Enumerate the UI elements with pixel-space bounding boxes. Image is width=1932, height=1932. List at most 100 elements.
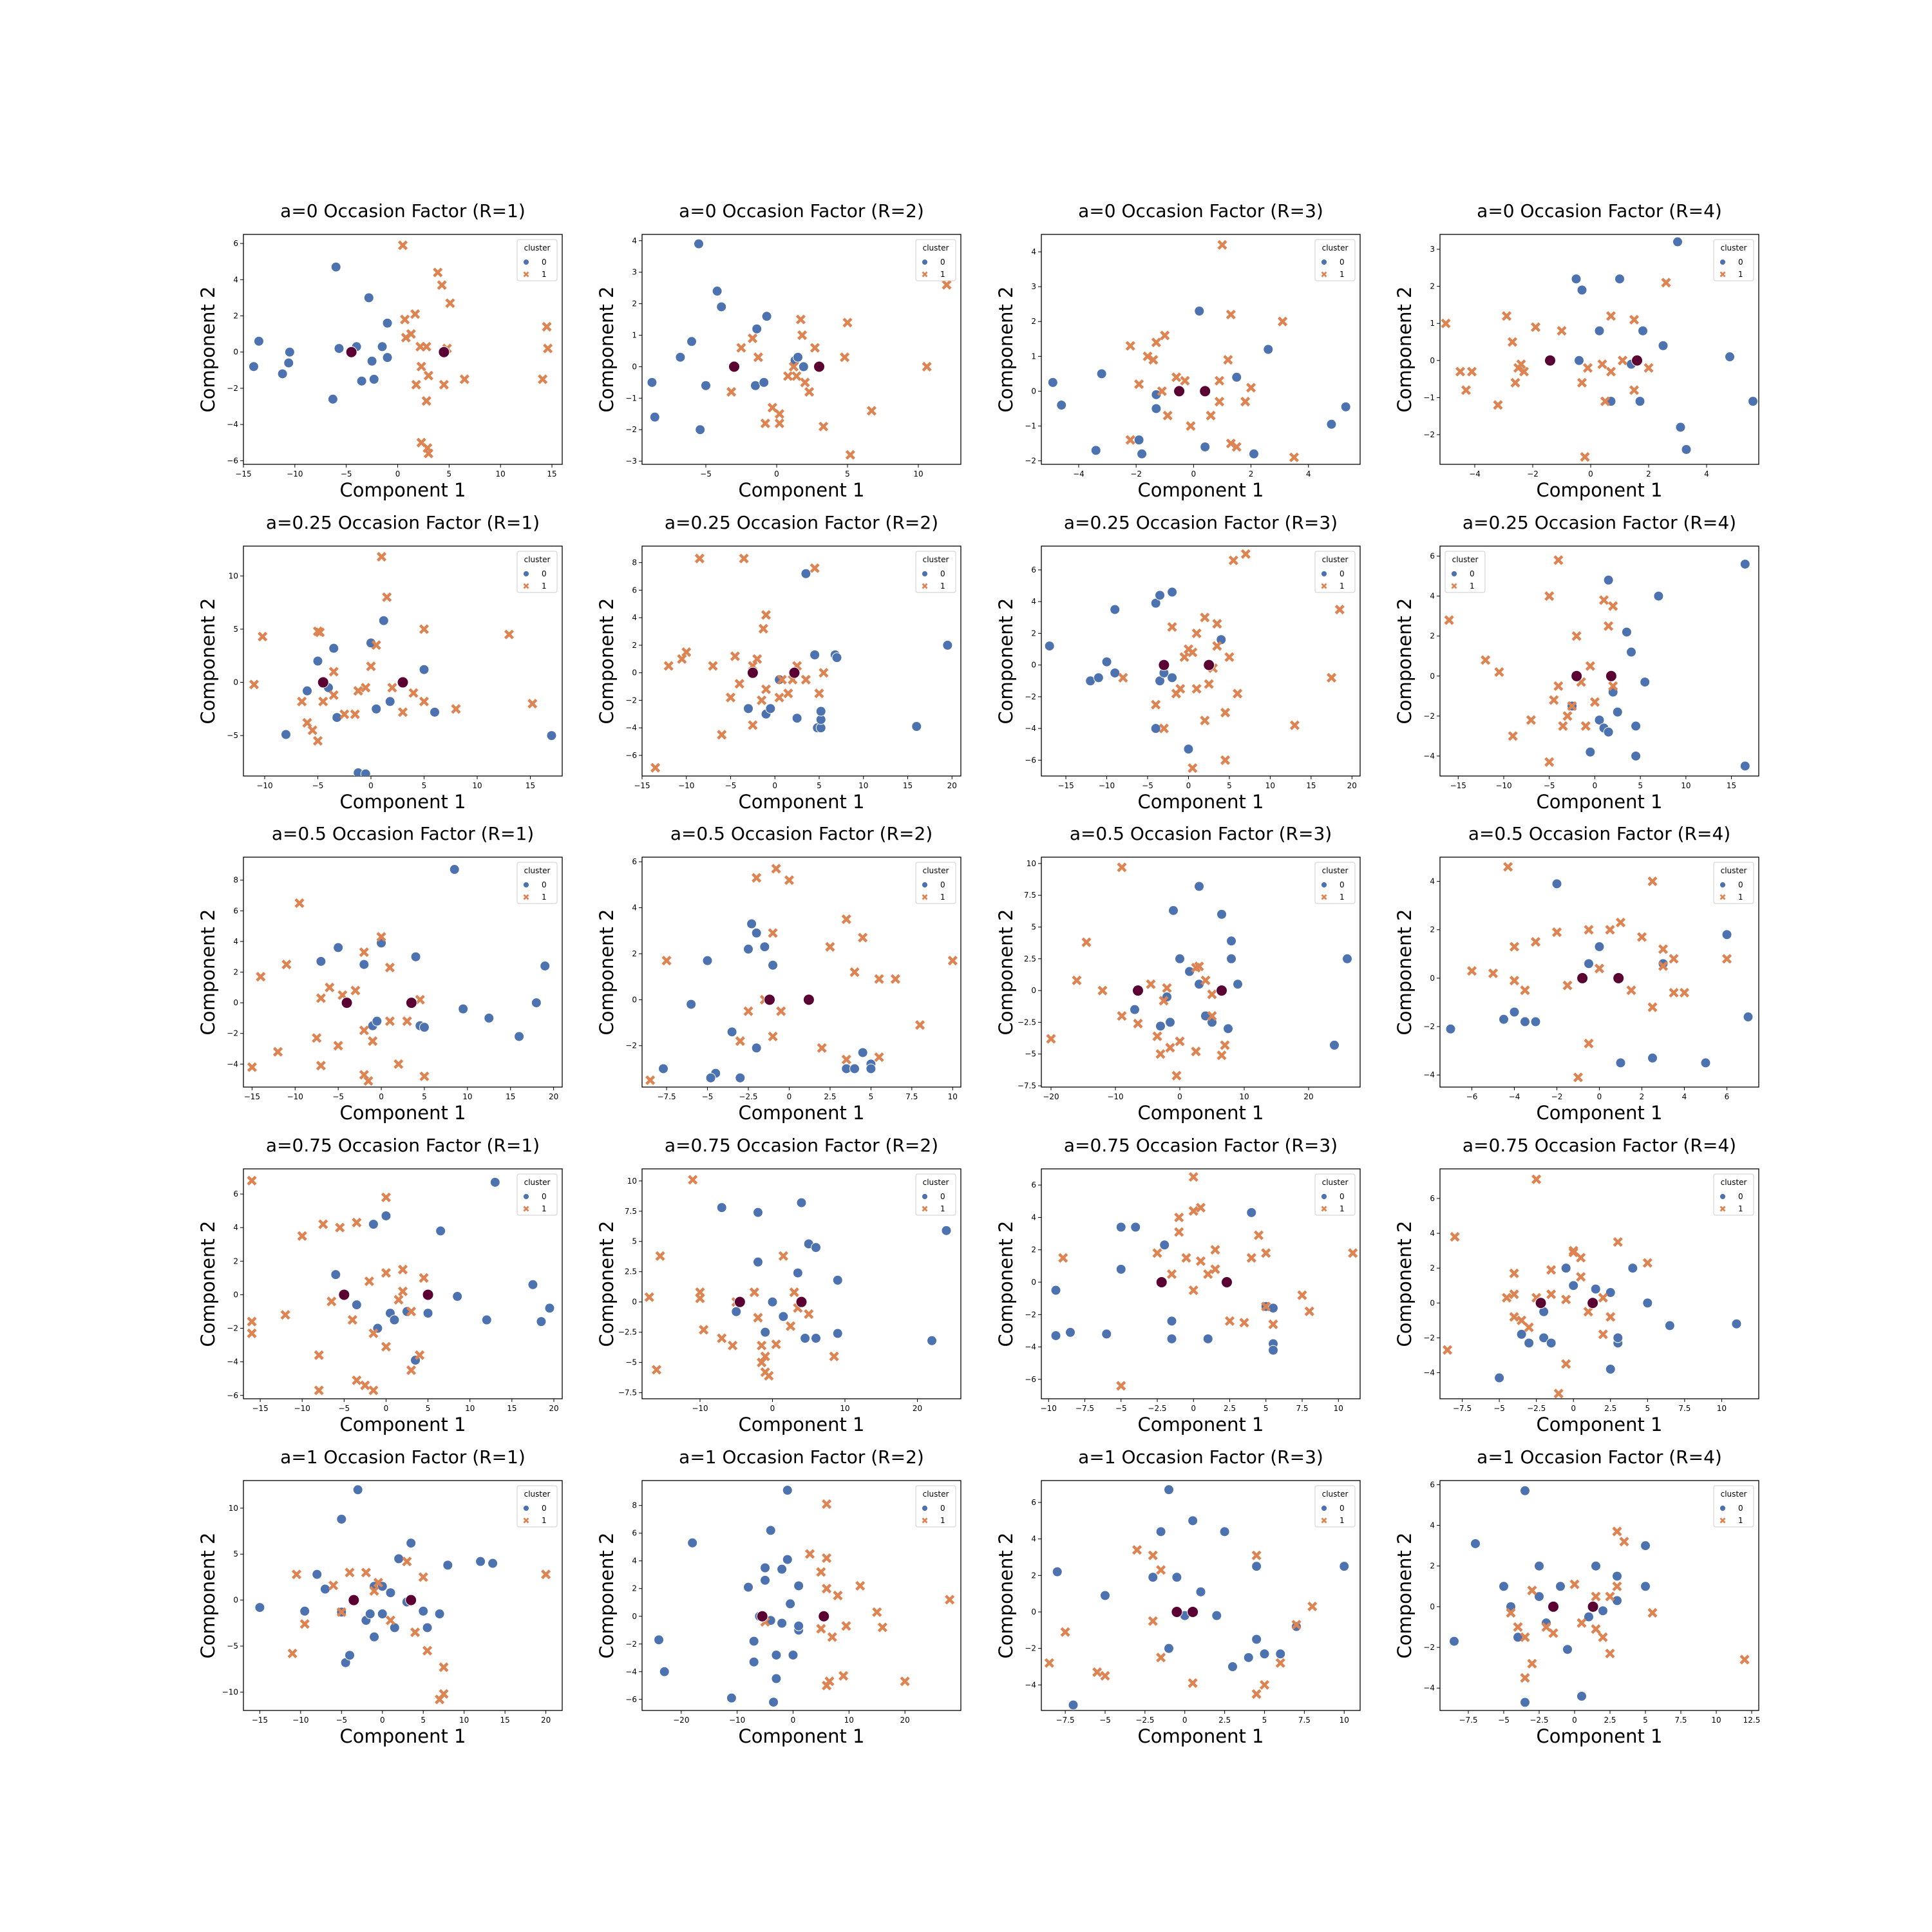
point-cluster-0 — [1590, 1283, 1601, 1294]
point-cluster-1 — [1561, 1294, 1571, 1305]
point-cluster-1 — [841, 914, 851, 924]
point-cluster-0 — [1166, 1316, 1177, 1327]
point-cluster-0 — [1612, 706, 1623, 717]
x-tick-label: 5 — [422, 1092, 427, 1101]
point-cluster-1 — [381, 1267, 392, 1278]
point-cluster-0 — [1640, 1581, 1651, 1592]
point-cluster-0 — [832, 1328, 843, 1339]
y-tick-label: 6 — [632, 857, 637, 866]
point-cluster-1 — [1510, 377, 1520, 388]
point-cluster-0 — [1251, 1561, 1262, 1572]
point-cluster-1 — [302, 717, 312, 728]
point-cluster-1 — [1589, 697, 1600, 707]
point-cluster-1 — [1509, 1312, 1519, 1322]
point-cluster-0 — [1050, 1285, 1061, 1296]
point-cluster-1 — [786, 1321, 796, 1331]
y-tick-label: −2 — [625, 696, 637, 705]
y-tick-label: 2 — [233, 1256, 238, 1265]
point-cluster-1 — [758, 623, 768, 634]
point-cluster-0 — [1329, 1039, 1340, 1050]
point-cluster-1 — [416, 361, 426, 372]
point-cluster-0 — [1721, 929, 1732, 940]
legend: cluster 0 1 — [1713, 862, 1754, 904]
point-cluster-1 — [1608, 601, 1618, 611]
subplot-title: a=0.25 Occasion Factor (R=4) — [1463, 512, 1736, 533]
legend-label-1: 1 — [940, 270, 945, 279]
y-axis-label: Component 2 — [596, 598, 618, 724]
point-cluster-1 — [1530, 322, 1541, 332]
point-cluster-0 — [760, 1327, 771, 1338]
point-cluster-1 — [402, 1016, 412, 1027]
point-cluster-1 — [1661, 278, 1671, 288]
point-cluster-0 — [810, 649, 820, 660]
x-tick-label: 0 — [379, 1092, 384, 1101]
point-cluster-1 — [1629, 385, 1640, 395]
point-cluster-1 — [1334, 604, 1345, 615]
point-cluster-0 — [1638, 325, 1648, 336]
legend: cluster 0 1 — [1314, 239, 1356, 281]
y-tick-label: 2 — [1031, 1245, 1036, 1255]
legend-marker-0 — [1321, 259, 1327, 265]
y-axis-label: Component 2 — [197, 286, 219, 412]
y-tick-label: −5 — [1025, 1050, 1036, 1059]
centroid-point — [317, 676, 329, 688]
plot-frame — [1439, 545, 1759, 777]
point-cluster-1 — [335, 1222, 345, 1233]
plot-frame — [641, 857, 961, 1088]
x-tick-label: 0 — [395, 469, 401, 478]
x-tick-label: −5 — [702, 1092, 714, 1101]
point-cluster-1 — [381, 1341, 392, 1352]
point-cluster-1 — [774, 409, 784, 419]
y-tick-label: −6 — [227, 456, 238, 465]
point-cluster-0 — [1259, 1649, 1270, 1660]
point-cluster-1 — [1548, 1628, 1558, 1638]
point-cluster-0 — [1664, 1320, 1675, 1331]
point-cluster-1 — [1597, 359, 1607, 370]
legend-label-1: 1 — [542, 893, 547, 902]
x-tick-label: −10 — [1099, 781, 1115, 790]
point-cluster-1 — [804, 1549, 815, 1559]
point-cluster-1 — [1516, 359, 1526, 370]
point-cluster-1 — [1605, 1648, 1615, 1659]
y-tick-label: −1 — [625, 393, 637, 402]
point-cluster-0 — [866, 1063, 876, 1074]
point-cluster-0 — [377, 1609, 388, 1620]
subplot-4: a=0 Occasion Factor (R=4) −4 −2 0 2 4 −2 −1 0 1 2 3… — [1394, 200, 1759, 501]
point-cluster-1 — [1159, 723, 1169, 734]
y-tick-label: −4 — [1025, 724, 1036, 733]
point-cluster-1 — [816, 1567, 826, 1577]
point-cluster-0 — [774, 674, 785, 685]
point-cluster-1 — [1157, 386, 1167, 396]
point-cluster-0 — [1268, 1345, 1278, 1356]
point-cluster-0 — [1130, 1222, 1141, 1233]
point-cluster-0 — [1052, 1566, 1063, 1577]
point-cluster-0 — [359, 959, 370, 970]
point-cluster-0 — [726, 1692, 737, 1703]
y-axis-label: Component 2 — [596, 286, 618, 412]
point-cluster-1 — [1647, 1002, 1658, 1012]
points-layer — [1444, 555, 1750, 772]
point-cluster-0 — [752, 323, 762, 334]
legend-marker-0 — [922, 1193, 928, 1200]
x-tick-label: 5 — [422, 781, 427, 790]
legend-marker-1 — [1719, 1206, 1726, 1212]
point-cluster-0 — [785, 1598, 796, 1609]
y-tick-label: 0 — [1430, 356, 1435, 365]
point-cluster-1 — [1509, 942, 1520, 952]
point-cluster-1 — [644, 1292, 654, 1302]
point-cluster-1 — [1567, 701, 1577, 711]
point-cluster-1 — [1520, 1632, 1530, 1642]
point-cluster-0 — [422, 1308, 433, 1319]
y-axis-label: Component 2 — [1394, 598, 1416, 724]
centroid-point — [795, 1296, 808, 1308]
x-tick-label: 10 — [1340, 1716, 1349, 1725]
point-cluster-1 — [1060, 1627, 1070, 1637]
point-cluster-1 — [717, 730, 727, 740]
point-cluster-0 — [701, 380, 711, 391]
legend-box — [915, 862, 956, 904]
x-tick-label: 20 — [1347, 781, 1357, 790]
legend-label-1: 1 — [1470, 582, 1475, 591]
point-cluster-1 — [1200, 612, 1210, 623]
point-cluster-1 — [419, 1071, 430, 1081]
point-cluster-0 — [796, 1197, 807, 1208]
